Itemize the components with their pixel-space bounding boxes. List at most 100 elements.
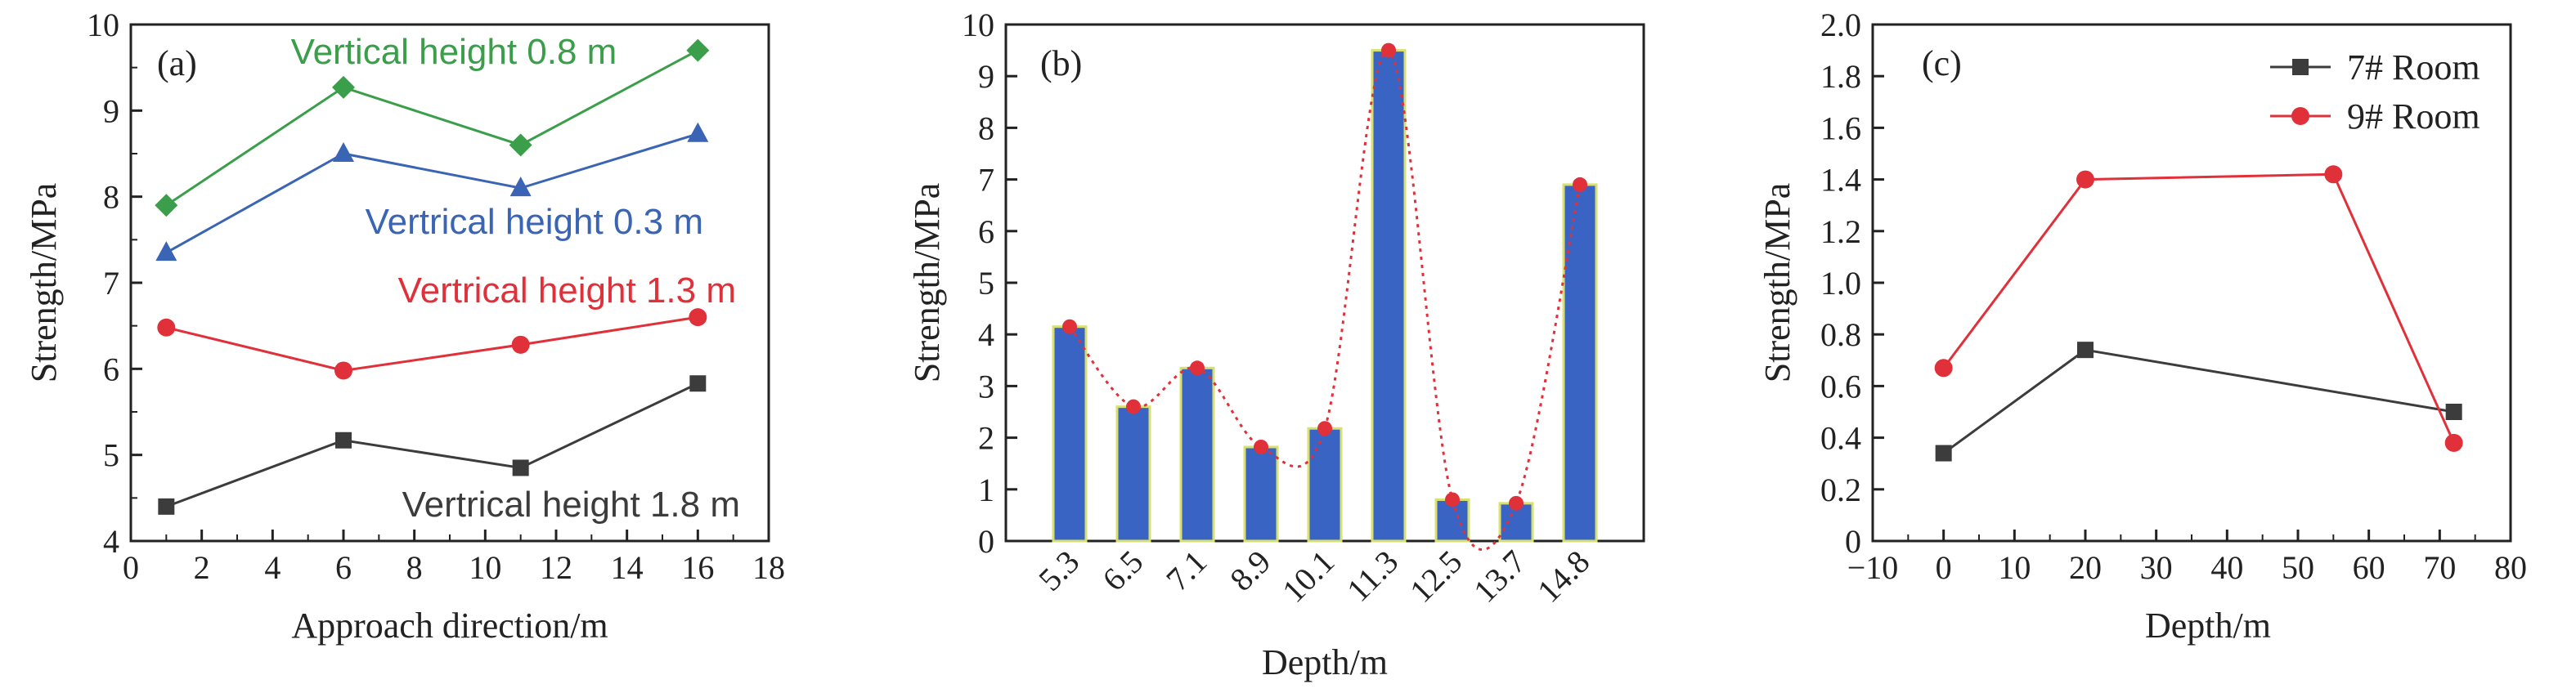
- panel-a-series-line-2: [165, 315, 698, 372]
- panel-b-y-axis-title: Strength/MPa: [907, 183, 947, 382]
- panel-a-y-tick-label: 9: [103, 92, 119, 129]
- panel-a-y-tick-label: 8: [103, 179, 119, 216]
- panel-a-series-label-0: Vertical height 0.8 m: [291, 32, 617, 72]
- panel-a-series-labels: Vertical height 0.8 m Vertrical height 0.…: [291, 32, 740, 525]
- panel-a-point-1-2: [509, 177, 532, 197]
- panel-c-y-tick-label: 1.8: [1820, 58, 1861, 95]
- panel-a-series: [155, 38, 710, 515]
- panel-b-y-tick-label: 1: [978, 472, 994, 508]
- panel-a-point-1-3: [687, 122, 709, 142]
- panel-c-label: (c): [1922, 43, 1962, 83]
- panel-c-y-tick-label: 0.4: [1820, 420, 1861, 457]
- panel-a-x-tick-label: 2: [194, 549, 210, 586]
- panel-c-x-tick-label: 10: [1998, 549, 2031, 586]
- panel-c-y-tick-label: 0.6: [1820, 368, 1861, 405]
- panel-a-point-3-3: [689, 375, 707, 392]
- panel-c-point-0-2: [2445, 404, 2462, 420]
- panel-b-trend-point-7: [1509, 495, 1524, 511]
- panel-c-x-tick-label: 50: [2282, 549, 2314, 586]
- panel-b-x-tick-label: 6.5: [1095, 543, 1150, 598]
- panel-a-point-0-0: [155, 194, 178, 217]
- panel-c-x-tick-label: 60: [2353, 549, 2385, 586]
- panel-c-legend-label-0: 7# Room: [2347, 47, 2480, 87]
- panel-a-ticks: 0 2 4 6 8 10 12 14 16 18 4 5 6 7 8 9 10: [87, 7, 785, 586]
- panel-a-x-tick-label: 18: [752, 549, 785, 586]
- panel-c-chart: (c) Depth/m Strength/MPa −10 0 10 20 30 40 50 6…: [1757, 7, 2527, 646]
- panel-c-y-tick-label: 0: [1845, 523, 1861, 560]
- panel-c-series-line-0: [1942, 348, 2454, 454]
- panel-b-bar-0: [1052, 325, 1088, 543]
- panel-c-x-tick-label: 20: [2069, 549, 2102, 586]
- panel-a-series-label-2: Vertrical height 1.3 m: [398, 270, 736, 311]
- panel-b-trend-point-3: [1254, 439, 1268, 454]
- panel-c-ticks: −10 0 10 20 30 40 50 60 70 8000.20.40.60.81.01.21…: [1820, 7, 2527, 586]
- panel-a-series-label-1: Vertrical height 0.3 m: [366, 202, 703, 242]
- panel-c-legend-marker-1: [2291, 107, 2309, 125]
- panel-a-point-1-1: [333, 142, 354, 162]
- panel-b-bar-8: [1562, 183, 1598, 543]
- panel-b-x-tick-label: 14.8: [1530, 543, 1596, 610]
- panel-a-x-tick-label: 14: [611, 549, 644, 586]
- panel-b-trend-point-5: [1381, 42, 1396, 58]
- panel-a-point-0-2: [509, 133, 532, 157]
- panel-b-y-tick-label: 4: [978, 316, 994, 353]
- panel-b-y-tick-label: 5: [978, 265, 994, 302]
- panel-b-x-tick-label: 8.9: [1223, 543, 1277, 598]
- panel-a-y-tick-label: 5: [103, 437, 119, 474]
- panel-b-y-tick-label: 3: [978, 368, 994, 405]
- panel-b-x-tick-label: 13.7: [1466, 543, 1533, 610]
- panel-a-series-label-3: Vertrical height 1.8 m: [402, 485, 740, 525]
- panel-c-x-tick-label: −10: [1847, 549, 1899, 586]
- panel-c-legend-label-1: 9# Room: [2347, 96, 2480, 136]
- panel-b-trend-point-0: [1062, 319, 1077, 334]
- panel-a-x-tick-label: 16: [681, 549, 714, 586]
- panel-b-trend-point-1: [1126, 399, 1141, 414]
- panel-c-point-1-2: [2324, 165, 2343, 184]
- panel-c-y-tick-label: 1.6: [1820, 110, 1861, 146]
- panel-a-x-tick-label: 8: [406, 549, 423, 586]
- panel-a-point-3-1: [335, 431, 352, 449]
- panel-a-series-line-0: [165, 49, 699, 207]
- panel-c-series-line-1: [1942, 172, 2456, 444]
- panel-a-x-tick-label: 4: [264, 549, 280, 586]
- panel-a-y-tick-label: 7: [103, 265, 119, 302]
- panel-c-legend-marker-0: [2292, 59, 2309, 75]
- panel-c-point-0-0: [1935, 445, 1952, 462]
- panel-c-point-0-1: [2077, 342, 2094, 359]
- panel-b-y-tick-label: 7: [978, 162, 994, 199]
- panel-b-bars: [1052, 49, 1598, 543]
- panel-c-x-tick-label: 30: [2140, 549, 2173, 586]
- panel-c-x-tick-label: 70: [2423, 549, 2456, 586]
- panel-b-y-tick-label: 9: [978, 58, 994, 95]
- panel-b-bar-5: [1371, 49, 1407, 543]
- panel-c-x-axis-title: Depth/m: [2145, 606, 2271, 646]
- panel-c-point-1-1: [2076, 170, 2094, 189]
- panel-c-legend: 7# Room 9# Room: [2270, 47, 2480, 136]
- panel-b-x-tick-label: 5.3: [1031, 543, 1086, 598]
- panel-a-point-2-2: [511, 335, 530, 354]
- panel-a-point-1-0: [155, 241, 177, 262]
- panel-a-x-axis-title: Approach direction/m: [291, 606, 608, 646]
- panel-a-y-tick-label: 6: [103, 351, 119, 387]
- panel-a-x-tick-label: 12: [540, 549, 572, 586]
- panel-b-bar-6: [1434, 498, 1470, 543]
- panel-b-bar-3: [1243, 445, 1279, 543]
- panel-c-point-1-3: [2444, 433, 2463, 452]
- panel-b-chart: (b) Depth/m Strength/MPa 0 1 2 3 4 5 6 7 8 9 10 5.3…: [907, 7, 1645, 682]
- panel-a-point-2-3: [689, 308, 707, 327]
- panel-c-y-axis-title: Strength/MPa: [1757, 183, 1797, 382]
- panel-a-x-tick-label: 6: [335, 549, 352, 586]
- panel-b-trend-point-8: [1573, 177, 1587, 192]
- panel-a-y-axis-title: Strength/MPa: [24, 183, 64, 382]
- panel-a-series-line-1: [165, 132, 698, 254]
- panel-b-bar-1: [1115, 405, 1151, 543]
- panel-c-y-tick-label: 0.2: [1820, 472, 1861, 508]
- panel-b-y-tick-label: 8: [978, 110, 994, 146]
- panel-b-x-tick-label: 10.1: [1275, 543, 1341, 610]
- panel-b-trend-point-2: [1190, 360, 1205, 376]
- panel-b-x-tick-label: 12.5: [1402, 543, 1469, 610]
- panel-c-series: [1934, 165, 2463, 462]
- panel-c-x-tick-label: 40: [2210, 549, 2243, 586]
- panel-b-x-axis-title: Depth/m: [1262, 642, 1388, 682]
- panel-c-y-tick-label: 1.0: [1820, 265, 1861, 302]
